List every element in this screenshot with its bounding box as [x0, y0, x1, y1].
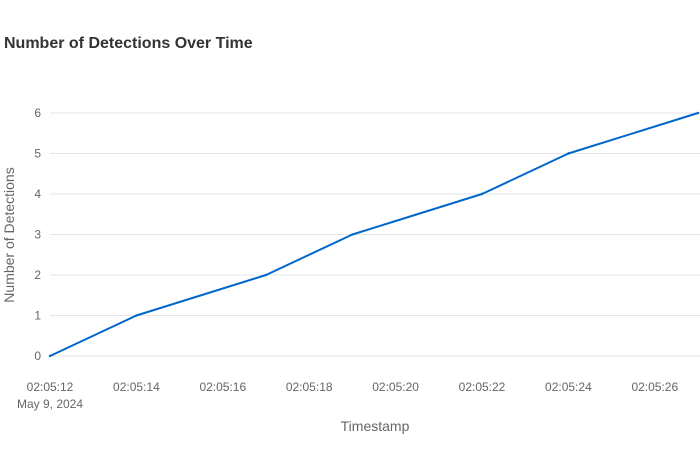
series-layer [48, 111, 700, 358]
grid-lines [50, 112, 700, 357]
data-point [264, 273, 268, 277]
x-tick-label: 02:05:18 [286, 380, 333, 394]
data-point [696, 111, 700, 115]
y-tick-label: 3 [34, 228, 41, 242]
data-point [135, 314, 138, 317]
y-tick-label: 0 [34, 349, 41, 363]
chart-title: Number of Detections Over Time [4, 35, 253, 52]
x-tick-label: 02:05:12 [27, 380, 74, 394]
y-tick-label: 4 [34, 187, 41, 201]
data-point [480, 192, 484, 196]
x-tick-label: 02:05:22 [459, 380, 506, 394]
data-point [351, 233, 354, 236]
x-date-label: May 9, 2024 [17, 397, 83, 411]
y-tick-label: 5 [34, 147, 41, 161]
x-tick-label: 02:05:16 [199, 380, 246, 394]
x-tick-label: 02:05:24 [545, 380, 592, 394]
data-point [567, 152, 570, 155]
x-axis-title: Timestamp [341, 418, 410, 434]
data-point [48, 354, 52, 358]
y-axis-title: Number of Detections [1, 167, 17, 302]
y-tick-label: 2 [34, 268, 41, 282]
x-tick-label: 02:05:14 [113, 380, 160, 394]
y-tick-label: 1 [34, 309, 41, 323]
x-tick-label: 02:05:20 [372, 380, 419, 394]
x-axis-ticks: 02:05:12 02:05:14 02:05:16 02:05:18 02:05:20… [17, 380, 679, 411]
x-tick-label: 02:05:26 [631, 380, 678, 394]
y-axis-ticks: 0 1 2 3 4 5 6 [34, 106, 41, 363]
y-tick-label: 6 [34, 106, 41, 120]
